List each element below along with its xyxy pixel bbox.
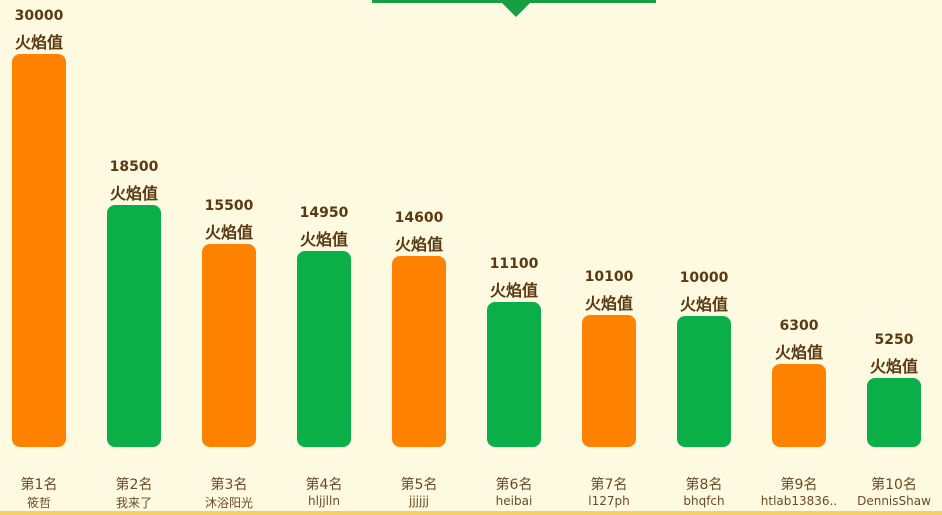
value-unit-label: 火焰值 — [489, 281, 538, 300]
rank-label: 第7名 — [590, 477, 628, 493]
value-label: 14950 — [299, 205, 349, 221]
value-label: 10000 — [679, 270, 729, 286]
rank-label: 第1名 — [20, 477, 58, 493]
username-label[interactable]: htlab13836.. — [760, 494, 838, 508]
rank-label: 第6名 — [495, 477, 533, 493]
value-unit-label: 火焰值 — [394, 235, 443, 254]
bar-9[interactable] — [772, 364, 826, 447]
username-label[interactable]: heibai — [495, 494, 533, 508]
bar-10[interactable] — [867, 378, 921, 447]
value-label: 10100 — [584, 269, 634, 285]
rank-label: 第4名 — [305, 477, 343, 493]
value-unit-label: 火焰值 — [679, 295, 728, 314]
username-label[interactable]: 筱哲 — [26, 496, 51, 510]
value-unit-label: 火焰值 — [204, 223, 253, 242]
value-unit-label: 火焰值 — [299, 230, 348, 249]
value-unit-label: 火焰值 — [14, 33, 63, 52]
bar-7[interactable] — [582, 315, 636, 447]
bottom-border — [0, 511, 942, 515]
username-label[interactable]: DennisShaw — [857, 494, 931, 508]
value-label: 14600 — [394, 210, 444, 226]
value-label: 11100 — [489, 256, 539, 272]
bar-3[interactable] — [202, 244, 256, 447]
rank-label: 第8名 — [685, 477, 723, 493]
value-label: 15500 — [204, 198, 254, 214]
username-label[interactable]: 我来了 — [115, 496, 152, 510]
value-unit-label: 火焰值 — [774, 343, 823, 362]
value-label: 18500 — [109, 159, 159, 175]
value-unit-label: 火焰值 — [869, 357, 918, 376]
rank-label: 第2名 — [115, 477, 153, 493]
rank-label: 第10名 — [871, 477, 917, 493]
top-tab-indicator — [372, 0, 656, 3]
username-label[interactable]: l127ph — [588, 494, 630, 508]
down-arrow-icon — [502, 3, 530, 17]
username-label[interactable]: bhqfch — [683, 494, 725, 508]
value-label: 5250 — [874, 332, 914, 348]
bar-5[interactable] — [392, 256, 446, 447]
bar-8[interactable] — [677, 316, 731, 447]
rank-label: 第9名 — [780, 477, 818, 493]
bar-6[interactable] — [487, 302, 541, 447]
username-label[interactable]: 沐浴阳光 — [204, 496, 253, 510]
rank-label: 第3名 — [210, 477, 248, 493]
username-label[interactable]: hljjlln — [308, 494, 340, 508]
value-label: 30000 — [14, 8, 64, 24]
value-unit-label: 火焰值 — [584, 294, 633, 313]
username-label[interactable]: jjjjjj — [408, 494, 429, 508]
value-label: 6300 — [779, 318, 819, 334]
bar-2[interactable] — [107, 205, 161, 447]
value-unit-label: 火焰值 — [109, 184, 158, 203]
bar-1[interactable] — [12, 54, 66, 447]
rank-label: 第5名 — [400, 477, 438, 493]
bar-4[interactable] — [297, 251, 351, 447]
